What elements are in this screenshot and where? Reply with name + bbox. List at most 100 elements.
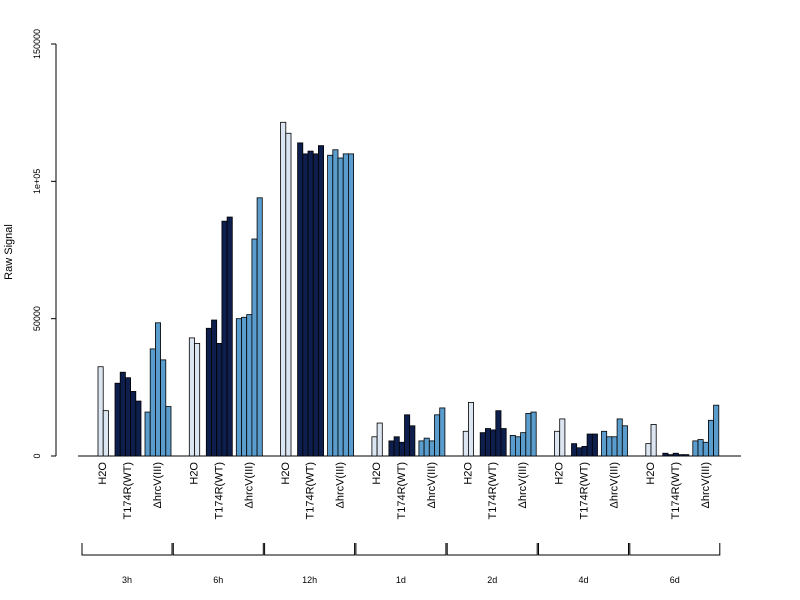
bar xyxy=(611,436,618,457)
category-label: H2O xyxy=(280,462,292,485)
bar xyxy=(662,452,669,457)
category-label: ΔhrcV(III) xyxy=(700,462,712,508)
bar xyxy=(591,433,598,457)
time-bracket xyxy=(538,543,629,556)
bar xyxy=(601,430,608,457)
bar xyxy=(697,439,704,457)
bar xyxy=(495,410,502,457)
time-brackets: 3h 6h 12h 1d 2d 4d 6d xyxy=(81,543,721,585)
bar xyxy=(515,436,522,457)
bar xyxy=(645,443,652,457)
bar xyxy=(393,436,400,457)
y-tick-label: 1e+05 xyxy=(32,169,42,194)
bar xyxy=(347,153,354,457)
bar xyxy=(606,436,613,457)
time-bracket xyxy=(629,543,721,556)
bar xyxy=(302,153,309,457)
category-label: H2O xyxy=(189,462,201,485)
time-label: 6h xyxy=(213,575,223,585)
bar xyxy=(388,440,395,457)
bar xyxy=(246,314,253,457)
bar xyxy=(114,382,121,457)
category-label: T174R(WT) xyxy=(396,462,408,519)
bar xyxy=(97,366,104,457)
bar xyxy=(297,142,304,457)
bar xyxy=(484,428,491,457)
bar xyxy=(312,153,319,457)
time-label: 2d xyxy=(487,575,497,585)
bar xyxy=(307,150,314,457)
bar xyxy=(102,410,109,457)
bar xyxy=(650,424,657,457)
bar xyxy=(559,418,566,457)
category-label: ΔhrcV(III) xyxy=(426,462,438,508)
time-bracket xyxy=(355,543,447,556)
bar xyxy=(371,436,378,457)
bar xyxy=(667,454,674,457)
bar xyxy=(500,428,507,457)
bar xyxy=(576,447,583,457)
bar xyxy=(317,145,324,457)
category-label: T174R(WT) xyxy=(305,462,317,519)
bar xyxy=(327,154,334,457)
bar xyxy=(571,443,578,457)
category-label: T174R(WT) xyxy=(122,462,134,519)
bar xyxy=(404,414,411,457)
bar xyxy=(616,418,623,457)
bar xyxy=(581,445,588,457)
bar xyxy=(467,402,474,457)
bar xyxy=(439,407,446,457)
bar xyxy=(683,454,690,457)
bar xyxy=(119,371,126,457)
bar xyxy=(211,319,218,457)
bar xyxy=(135,400,142,457)
bar xyxy=(337,157,344,457)
y-tick-label: 0 xyxy=(32,453,42,458)
bar xyxy=(509,434,516,457)
bar xyxy=(216,342,223,457)
bar xyxy=(428,440,435,457)
bar xyxy=(418,440,425,457)
bar xyxy=(226,216,233,457)
bar xyxy=(130,391,137,457)
bar xyxy=(713,404,720,457)
bar xyxy=(423,437,430,457)
time-label: 1d xyxy=(396,575,406,585)
bar xyxy=(154,322,161,457)
bar xyxy=(332,149,339,457)
time-bracket xyxy=(264,543,356,556)
bar xyxy=(144,411,151,457)
bar xyxy=(554,430,561,457)
bar xyxy=(479,432,486,457)
y-tick-label: 150000 xyxy=(32,29,42,59)
bar xyxy=(520,432,527,457)
bar xyxy=(188,337,195,457)
time-bracket xyxy=(81,543,173,556)
bar xyxy=(285,132,292,457)
category-label: ΔhrcV(III) xyxy=(609,462,621,508)
category-label: ΔhrcV(III) xyxy=(243,462,255,508)
bars xyxy=(97,121,720,457)
category-label: ΔhrcV(III) xyxy=(152,462,164,508)
bar xyxy=(672,452,679,457)
bar xyxy=(462,430,469,457)
category-label: H2O xyxy=(371,462,383,485)
bar xyxy=(149,348,156,457)
bar xyxy=(376,422,383,457)
bar xyxy=(342,153,349,457)
bar xyxy=(621,425,628,457)
category-labels: H2O T174R(WT) ΔhrcV(III) H2O T174R(WT) ΔhrcV(… xyxy=(97,462,712,520)
bar xyxy=(194,342,201,457)
bar xyxy=(251,238,258,457)
bar xyxy=(708,419,715,457)
category-label: T174R(WT) xyxy=(579,462,591,519)
bar xyxy=(702,441,709,457)
bar xyxy=(280,121,287,457)
category-label: H2O xyxy=(645,462,657,485)
bar xyxy=(490,429,497,457)
category-label: H2O xyxy=(462,462,474,485)
category-label: ΔhrcV(III) xyxy=(335,462,347,508)
bar xyxy=(530,411,537,457)
category-label: T174R(WT) xyxy=(213,462,225,519)
time-label: 12h xyxy=(302,575,317,585)
